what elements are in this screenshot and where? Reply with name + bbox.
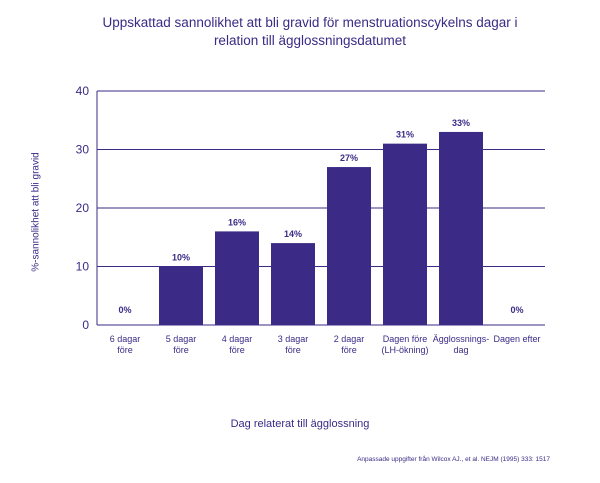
x-tick-label: före: [229, 345, 245, 355]
x-tick-label: före: [285, 345, 301, 355]
data-label: 0%: [118, 305, 131, 315]
x-tick-label: 6 dagar: [110, 334, 141, 344]
data-label: 33%: [452, 118, 470, 128]
bar: [215, 231, 259, 325]
y-tick-label: 0: [82, 318, 89, 332]
bar: [439, 131, 483, 325]
chart-title-line-1: Uppskattad sannolikhet att bli gravid fö…: [102, 15, 518, 30]
y-tick-label: 10: [76, 260, 90, 274]
bar: [327, 167, 371, 325]
x-tick-label: Ägglossnings-: [433, 334, 490, 344]
data-label: 31%: [396, 130, 414, 140]
bar: [271, 243, 315, 325]
x-tick-label: före: [117, 345, 133, 355]
x-tick-label: 3 dagar: [278, 334, 309, 344]
data-label: 14%: [284, 229, 302, 239]
data-label: 16%: [228, 217, 246, 227]
x-axis-label: Dag relaterat till ägglossning: [230, 418, 370, 430]
x-tick-label: 4 dagar: [222, 334, 253, 344]
x-tick-label: 2 dagar: [334, 334, 365, 344]
chart-title: Uppskattad sannolikhet att bli gravid fö…: [40, 14, 580, 50]
x-tick-label: Dagen före: [383, 334, 428, 344]
x-tick-label: före: [173, 345, 189, 355]
data-label: 0%: [510, 305, 523, 315]
y-tick-label: 30: [76, 143, 90, 157]
x-tick-label: före: [341, 345, 357, 355]
y-axis-label: %-sannolikhet att bli gravid: [30, 152, 42, 272]
x-tick-label: dag: [453, 345, 468, 355]
source-note: Anpassade uppgifter från Wilcox AJ., et …: [357, 456, 550, 463]
bar: [159, 266, 203, 325]
data-label: 10%: [172, 253, 190, 263]
y-tick-label: 20: [76, 201, 90, 215]
data-label: 27%: [340, 153, 358, 163]
x-tick-label: Dagen efter: [493, 334, 540, 344]
bar: [383, 143, 427, 325]
x-tick-label: 5 dagar: [166, 334, 197, 344]
y-tick-label: 40: [76, 84, 90, 98]
x-tick-label: (LH-ökning): [381, 345, 428, 355]
chart-title-line-2: relation till ägglossningsdatumet: [213, 33, 407, 48]
